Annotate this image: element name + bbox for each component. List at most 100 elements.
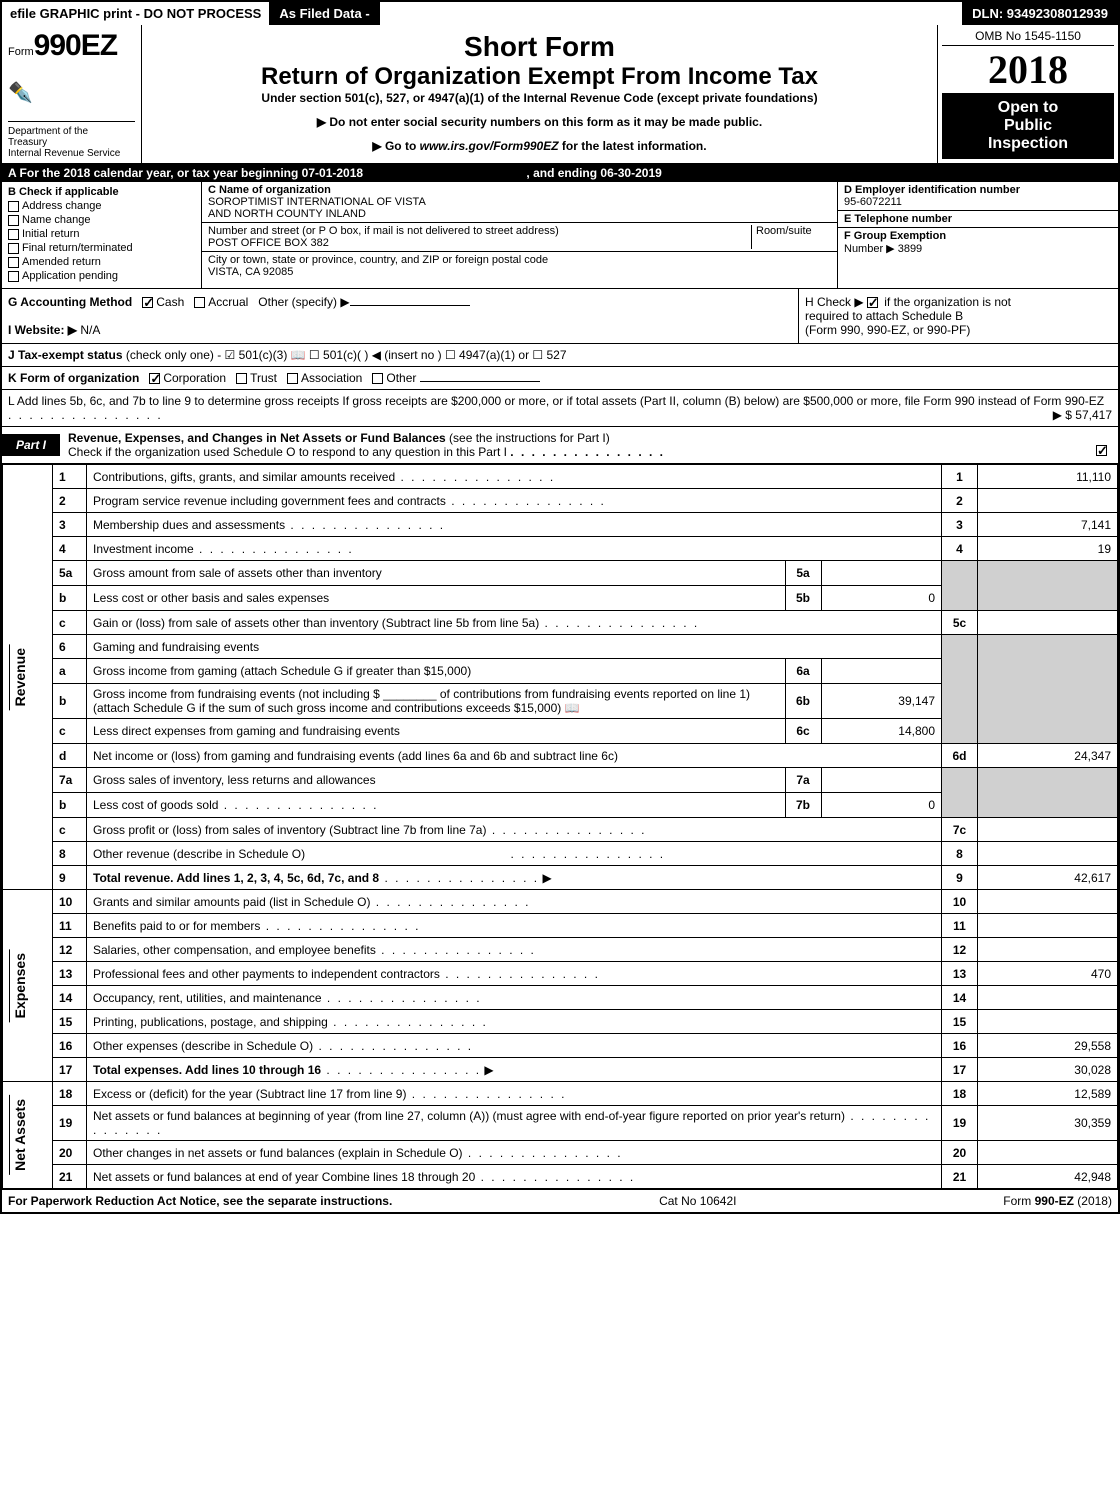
k-label: K Form of organization xyxy=(8,371,139,385)
line-6-desc: Gaming and fundraising events xyxy=(87,635,942,659)
line-12: 12 Salaries, other compensation, and emp… xyxy=(3,938,1118,962)
line-18-value: 12,589 xyxy=(978,1082,1118,1106)
rowa-end-date: 06-30-2019 xyxy=(600,166,661,180)
line-13: 13 Professional fees and other payments … xyxy=(3,962,1118,986)
rowa-prefix: A For the 2018 calendar year, or tax yea… xyxy=(8,166,302,180)
form-container: efile GRAPHIC print - DO NOT PROCESS As … xyxy=(0,0,1120,1214)
line-2-desc: Program service revenue including govern… xyxy=(87,489,942,513)
omb-number: OMB No 1545-1150 xyxy=(942,29,1114,46)
line-11-desc: Benefits paid to or for members xyxy=(87,914,942,938)
line-14-desc: Occupancy, rent, utilities, and maintena… xyxy=(87,986,942,1010)
rowa-middle: , and ending xyxy=(526,166,600,180)
line-17-desc: Total expenses. Add lines 10 through 16 … xyxy=(87,1058,942,1082)
row-gh: G Accounting Method Cash Accrual Other (… xyxy=(2,289,1118,344)
chk-initial-return[interactable]: Initial return xyxy=(8,228,195,240)
line-7c-value xyxy=(978,818,1118,842)
side-expenses: Expenses xyxy=(9,949,30,1022)
line-15: 15 Printing, publications, postage, and … xyxy=(3,1010,1118,1034)
form-990ez-label: Form990EZ xyxy=(8,29,135,63)
open-line1: Open to xyxy=(946,99,1110,117)
line-11-value xyxy=(978,914,1118,938)
line-21: 21 Net assets or fund balances at end of… xyxy=(3,1165,1118,1189)
row-l-gross-receipts: L Add lines 5b, 6c, and 7b to line 9 to … xyxy=(2,390,1118,427)
line-20-value xyxy=(978,1141,1118,1165)
line-6b-value: 39,147 xyxy=(821,684,941,718)
line-5c-value xyxy=(978,611,1118,635)
j-label: J Tax-exempt status xyxy=(8,348,123,362)
line-6d-desc: Net income or (loss) from gaming and fun… xyxy=(87,744,942,768)
line-7b-desc: Less cost of goods sold xyxy=(87,793,785,817)
line-5c: c Gain or (loss) from sale of assets oth… xyxy=(3,611,1118,635)
line-17: 17 Total expenses. Add lines 10 through … xyxy=(3,1058,1118,1082)
chk-cash[interactable] xyxy=(142,297,153,308)
chk-name-change[interactable]: Name change xyxy=(8,214,195,226)
line-12-value xyxy=(978,938,1118,962)
h-schedule-b: H Check ▶ if the organization is not req… xyxy=(798,289,1118,343)
j-options: (check only one) - ☑ 501(c)(3) 📖 ☐ 501(c… xyxy=(126,348,567,362)
line-15-desc: Printing, publications, postage, and shi… xyxy=(87,1010,942,1034)
f-number-label: Number ▶ xyxy=(844,243,895,255)
form-prefix: Form xyxy=(8,46,34,58)
section-bcdef: B Check if applicable Address change Nam… xyxy=(2,182,1118,289)
room-suite-label: Room/suite xyxy=(751,225,831,249)
ein-value: 95-6072211 xyxy=(844,196,1112,208)
chk-address-change[interactable]: Address change xyxy=(8,200,195,212)
chk-application-pending[interactable]: Application pending xyxy=(8,270,195,282)
row-j-tax-exempt: J Tax-exempt status (check only one) - ☑… xyxy=(2,344,1118,367)
open-line3: Inspection xyxy=(946,135,1110,153)
line-4-desc: Investment income xyxy=(87,537,942,561)
chk-final-return[interactable]: Final return/terminated xyxy=(8,242,195,254)
line-21-value: 42,948 xyxy=(978,1165,1118,1189)
line-16-desc: Other expenses (describe in Schedule O) xyxy=(87,1034,942,1058)
line-3: 3 Membership dues and assessments 3 7,14… xyxy=(3,513,1118,537)
footer-paperwork: For Paperwork Reduction Act Notice, see … xyxy=(8,1194,392,1208)
l-dots xyxy=(8,408,163,422)
chk-trust[interactable] xyxy=(236,373,247,384)
chk-corporation[interactable] xyxy=(149,373,160,384)
k-other-input[interactable] xyxy=(420,381,540,382)
line-7c: c Gross profit or (loss) from sales of i… xyxy=(3,818,1118,842)
dln-label: DLN: 93492308012939 xyxy=(962,2,1118,25)
line-2-value xyxy=(978,489,1118,513)
line-7a: 7a Gross sales of inventory, less return… xyxy=(3,768,1118,793)
line-5b-desc: Less cost or other basis and sales expen… xyxy=(87,586,785,610)
h-line3: (Form 990, 990-EZ, or 990-PF) xyxy=(805,323,970,337)
part-i-title: Revenue, Expenses, and Changes in Net As… xyxy=(68,431,446,445)
i-website-label: I Website: ▶ xyxy=(8,323,77,337)
line-9-desc: Total revenue. Add lines 1, 2, 3, 4, 5c,… xyxy=(87,866,942,890)
column-b-checkboxes: B Check if applicable Address change Nam… xyxy=(2,182,202,288)
d-ein-label: D Employer identification number xyxy=(844,184,1112,196)
chk-accrual[interactable] xyxy=(194,297,205,308)
line-15-value xyxy=(978,1010,1118,1034)
h-line2: required to attach Schedule B xyxy=(805,309,963,323)
part-i-check-text: Check if the organization used Schedule … xyxy=(68,445,507,459)
line-7b-value: 0 xyxy=(821,793,941,817)
line-6b-desc: Gross income from fundraising events (no… xyxy=(87,684,785,718)
chk-h-not-required[interactable] xyxy=(867,297,878,308)
line-16: 16 Other expenses (describe in Schedule … xyxy=(3,1034,1118,1058)
chk-association[interactable] xyxy=(287,373,298,384)
chk-amended-return[interactable]: Amended return xyxy=(8,256,195,268)
line-5c-desc: Gain or (loss) from sale of assets other… xyxy=(87,611,942,635)
part-i-sub: (see the instructions for Part I) xyxy=(449,431,610,445)
open-public-inspection: Open to Public Inspection xyxy=(942,93,1114,159)
header-row: Form990EZ ✒️ Department of the Treasury … xyxy=(2,25,1118,164)
line-6d-value: 24,347 xyxy=(978,744,1118,768)
line-4: 4 Investment income 4 19 xyxy=(3,537,1118,561)
f-group-label: F Group Exemption xyxy=(844,230,946,242)
chk-part-i-schedule-o[interactable] xyxy=(1096,445,1107,456)
line-3-desc: Membership dues and assessments xyxy=(87,513,942,537)
goto-link[interactable]: ▶ Go to www.irs.gov/Form990EZ for the la… xyxy=(152,139,927,153)
chk-other-org[interactable] xyxy=(372,373,383,384)
line-7c-desc: Gross profit or (loss) from sales of inv… xyxy=(87,818,942,842)
part-i-title-block: Revenue, Expenses, and Changes in Net As… xyxy=(60,427,1118,463)
row-k-form-org: K Form of organization Corporation Trust… xyxy=(2,367,1118,390)
line-19: 19 Net assets or fund balances at beginn… xyxy=(3,1106,1118,1141)
org-address: POST OFFICE BOX 382 xyxy=(208,237,329,249)
c-addr-label: Number and street (or P O box, if mail i… xyxy=(208,225,559,237)
g-other-input[interactable] xyxy=(350,305,470,306)
group-exemption-number: 3899 xyxy=(898,243,922,255)
line-6d: d Net income or (loss) from gaming and f… xyxy=(3,744,1118,768)
under-section: Under section 501(c), 527, or 4947(a)(1)… xyxy=(152,91,927,105)
line-2: 2 Program service revenue including gove… xyxy=(3,489,1118,513)
